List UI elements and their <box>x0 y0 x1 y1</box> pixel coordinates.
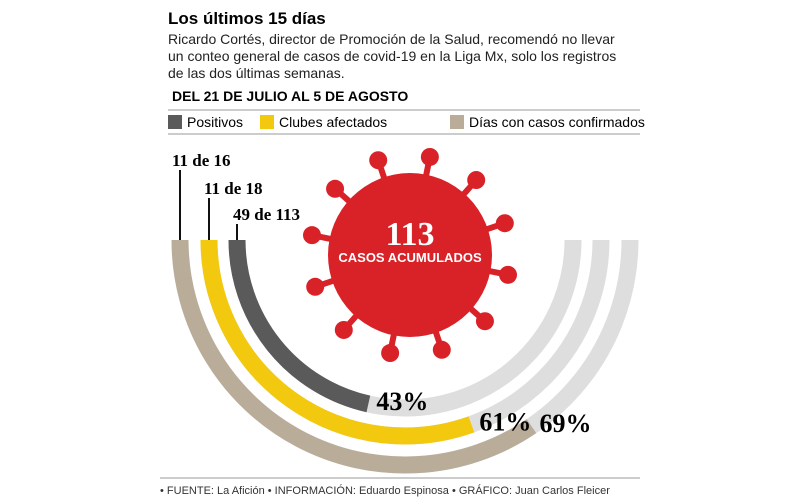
period: DEL 21 DE JULIO AL 5 DE AGOSTO <box>172 88 408 104</box>
count-label: 11 de 16 <box>172 151 231 170</box>
arc-bar <box>200 239 475 445</box>
virus-knob <box>334 320 353 339</box>
virus-knob <box>432 340 451 359</box>
virus-knob <box>420 147 439 166</box>
value-label: 43% <box>376 387 428 416</box>
value-label: 69% <box>539 409 591 438</box>
value-label: 61% <box>479 407 531 436</box>
virus-knob <box>495 214 514 233</box>
subtitle-line: Ricardo Cortés, director de Promoción de… <box>168 31 615 47</box>
virus-body <box>328 173 492 337</box>
legend-swatch <box>260 115 274 129</box>
subtitle-line: de las dos últimas semanas. <box>168 65 345 81</box>
legend-label: Clubes afectados <box>279 114 387 130</box>
center-value: 113 <box>385 216 434 253</box>
legend-swatch <box>450 115 464 129</box>
legend-swatch <box>168 115 182 129</box>
legend-label: Positivos <box>187 114 243 130</box>
virus-knob <box>499 265 518 284</box>
subtitle-line: un conteo general de casos de covid-19 e… <box>168 48 616 64</box>
title: Los últimos 15 días <box>168 9 326 28</box>
virus-knob <box>306 277 325 296</box>
virus-knob <box>467 171 486 190</box>
arc-bar <box>228 239 371 413</box>
count-label: 49 de 113 <box>233 205 300 224</box>
legend-label: Días con casos confirmados <box>469 114 645 130</box>
virus-knob <box>326 179 345 198</box>
virus-knob <box>381 344 400 363</box>
virus-knob <box>369 151 388 170</box>
count-label: 11 de 18 <box>204 179 263 198</box>
virus-knob <box>475 312 494 331</box>
arc-bar <box>171 239 537 474</box>
credits: • FUENTE: La Afición • INFORMACIÓN: Edua… <box>160 484 610 497</box>
virus-knob <box>302 226 321 245</box>
center-label: CASOS ACUMULADOS <box>338 250 482 265</box>
